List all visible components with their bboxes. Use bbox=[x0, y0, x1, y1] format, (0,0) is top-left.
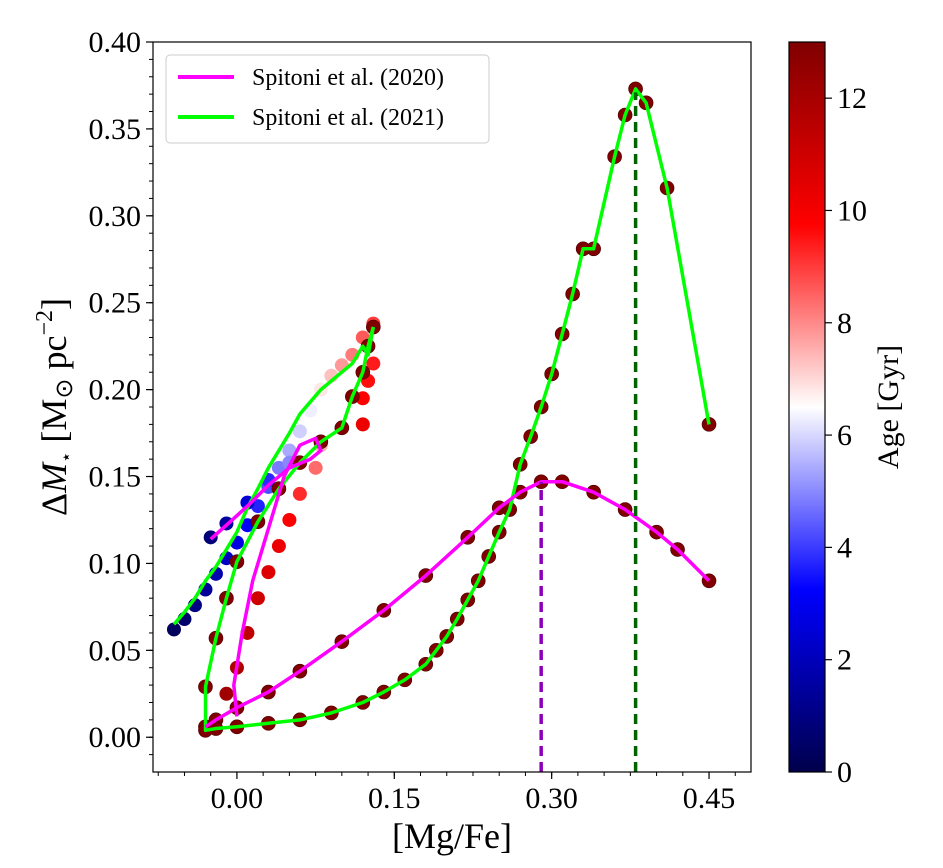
x-tick-label-3: 0.45 bbox=[683, 782, 736, 815]
colorbar-tick-label-1: 2 bbox=[837, 644, 852, 677]
age-star-point-29 bbox=[282, 512, 297, 527]
x-tick-label-2: 0.30 bbox=[525, 782, 578, 815]
colorbar-tick-label-3: 6 bbox=[837, 419, 852, 452]
age-star-point-31 bbox=[261, 565, 276, 580]
y-tick-label-0: 0.00 bbox=[89, 721, 142, 754]
y-axis: 0.00 0.05 0.10 0.15 0.20 0.25 0.30 0.35 0.40 bbox=[89, 26, 153, 756]
colorbar-tick-label-5: 10 bbox=[837, 194, 867, 227]
marks-layer bbox=[166, 81, 717, 738]
colorbar-tick-label-0: 0 bbox=[837, 756, 852, 789]
y-tick-label-3: 0.15 bbox=[89, 461, 142, 494]
y-axis-title-bracket-close: ] bbox=[34, 298, 74, 310]
y-tick-label-1: 0.05 bbox=[89, 634, 142, 667]
colorbar-tick-label-2: 4 bbox=[837, 531, 852, 564]
y-axis-title: ΔM⋆ [M⊙ pc−2] bbox=[32, 298, 78, 516]
age-star-point-30 bbox=[271, 539, 286, 554]
y-tick-label-5: 0.25 bbox=[89, 287, 142, 320]
age-star-point-28 bbox=[292, 486, 307, 501]
series-1-line bbox=[203, 87, 711, 733]
y-axis-title-m: M bbox=[34, 461, 74, 494]
age-star-point-12 bbox=[292, 424, 307, 439]
colorbar-label: Age [Gyr] bbox=[872, 345, 905, 469]
series-0-line bbox=[204, 479, 711, 729]
x-tick-label-0: 0.00 bbox=[211, 782, 264, 815]
x-axis-title: [Mg/Fe] bbox=[392, 816, 512, 856]
legend-label-2021: Spitoni et al. (2021) bbox=[252, 105, 444, 131]
y-axis-title-bracket-open: [M bbox=[34, 399, 74, 452]
age-star-point-27 bbox=[308, 460, 323, 475]
age-star-point-36 bbox=[366, 356, 381, 371]
plot-area bbox=[153, 42, 751, 772]
colorbar-ticks: 0 2 4 6 8 10 12 bbox=[825, 82, 867, 789]
y-tick-label-2: 0.10 bbox=[89, 547, 142, 580]
y-tick-label-8: 0.40 bbox=[89, 26, 142, 59]
y-axis-title-delta: Δ bbox=[34, 493, 74, 516]
x-tick-label-1: 0.15 bbox=[368, 782, 421, 815]
y-tick-label-6: 0.30 bbox=[89, 200, 142, 233]
colorbar-tick-label-4: 8 bbox=[837, 307, 852, 340]
legend-box bbox=[165, 54, 490, 144]
y-axis-title-exponent: −2 bbox=[32, 310, 58, 336]
legend: Spitoni et al. (2020) Spitoni et al. (20… bbox=[165, 54, 490, 144]
age-star-point-0 bbox=[166, 622, 181, 637]
age-star-point-35 bbox=[219, 686, 234, 701]
colorbar-tick-label-6: 12 bbox=[837, 82, 867, 115]
series-0-line-branch bbox=[209, 436, 323, 717]
x-axis: 0.00 0.15 0.30 0.45 bbox=[157, 772, 736, 815]
y-axis-title-pc: pc bbox=[34, 336, 74, 379]
colorbar: 0 2 4 6 8 10 12 Age [Gyr] bbox=[788, 41, 905, 789]
series-1-line-branch bbox=[172, 326, 376, 626]
reference-lines bbox=[539, 92, 638, 772]
y-axis-title-sun: ⊙ bbox=[52, 378, 78, 398]
colorbar-gradient bbox=[788, 41, 826, 773]
y-tick-label-4: 0.20 bbox=[89, 374, 142, 407]
age-star-point-32 bbox=[250, 591, 265, 606]
legend-label-2020: Spitoni et al. (2020) bbox=[252, 65, 444, 91]
age-star-point-11 bbox=[282, 443, 297, 458]
y-axis-title-star: ⋆ bbox=[56, 452, 76, 463]
age-star-point-38 bbox=[355, 417, 370, 432]
y-tick-label-7: 0.35 bbox=[89, 113, 142, 146]
